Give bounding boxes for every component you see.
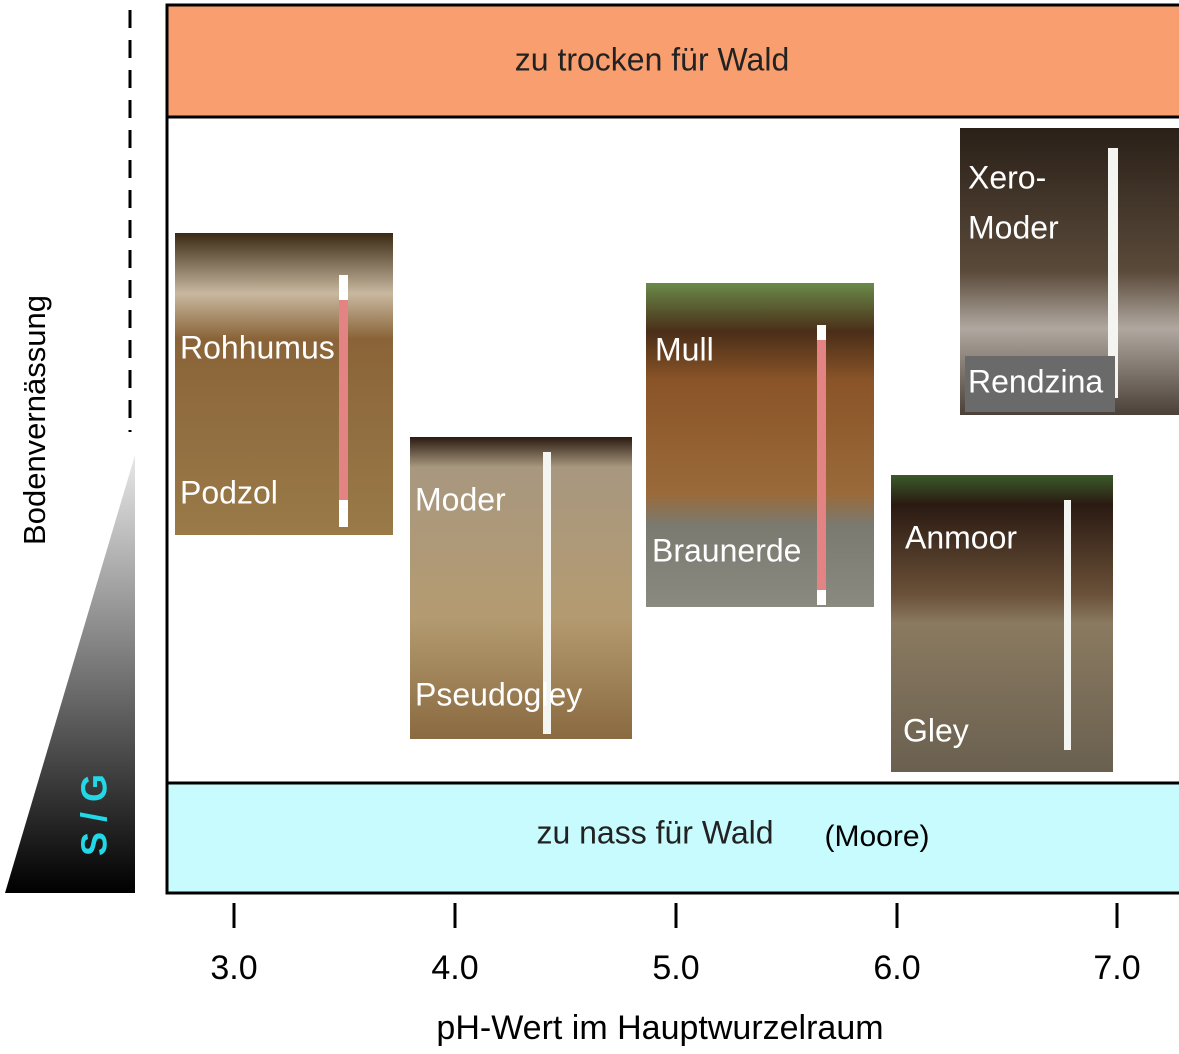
soil-profile: Xero- Moder Rendzina	[960, 128, 1179, 415]
profile-label: Moder	[415, 481, 506, 517]
tick-label: 3.0	[210, 949, 257, 987]
profile-label: Gley	[903, 712, 969, 748]
profile-label: Moder	[968, 209, 1059, 245]
diagram: S / G Bodenvernässung zu trocken für Wal…	[0, 0, 1179, 1054]
band-label: zu trocken für Wald	[515, 41, 789, 77]
tick-label: 6.0	[873, 949, 920, 987]
profile-label: Rendzina	[968, 363, 1103, 399]
profile-label: Pseudogley	[415, 676, 582, 712]
soil-profile: Rohhumus Podzol	[175, 233, 393, 535]
soil-profile: Moder Pseudogley	[410, 437, 632, 739]
profile-label: Anmoor	[905, 519, 1017, 555]
profile-label: Xero-	[968, 159, 1046, 195]
x-axis-label: pH-Wert im Hauptwurzelraum	[436, 1009, 883, 1047]
profile-label: Mull	[655, 331, 714, 367]
soil-profile: Mull Braunerde	[646, 283, 874, 607]
soil-profile: Anmoor Gley	[891, 475, 1113, 772]
y-axis-label: Bodenvernässung	[17, 295, 52, 545]
band-label: zu nass für Wald	[536, 814, 773, 850]
x-axis: 3.0 4.0 5.0 6.0 7.0 pH-Wert im Hauptwurz…	[210, 903, 1140, 1047]
profile-label: Braunerde	[652, 532, 801, 568]
scale-label: S / G	[74, 774, 115, 856]
profile-label: Rohhumus	[180, 329, 335, 365]
band-note: (Moore)	[824, 820, 929, 853]
tick-label: 5.0	[652, 949, 699, 987]
tick-label: 4.0	[431, 949, 478, 987]
profile-label: Podzol	[180, 474, 278, 510]
tick-label: 7.0	[1093, 949, 1140, 987]
